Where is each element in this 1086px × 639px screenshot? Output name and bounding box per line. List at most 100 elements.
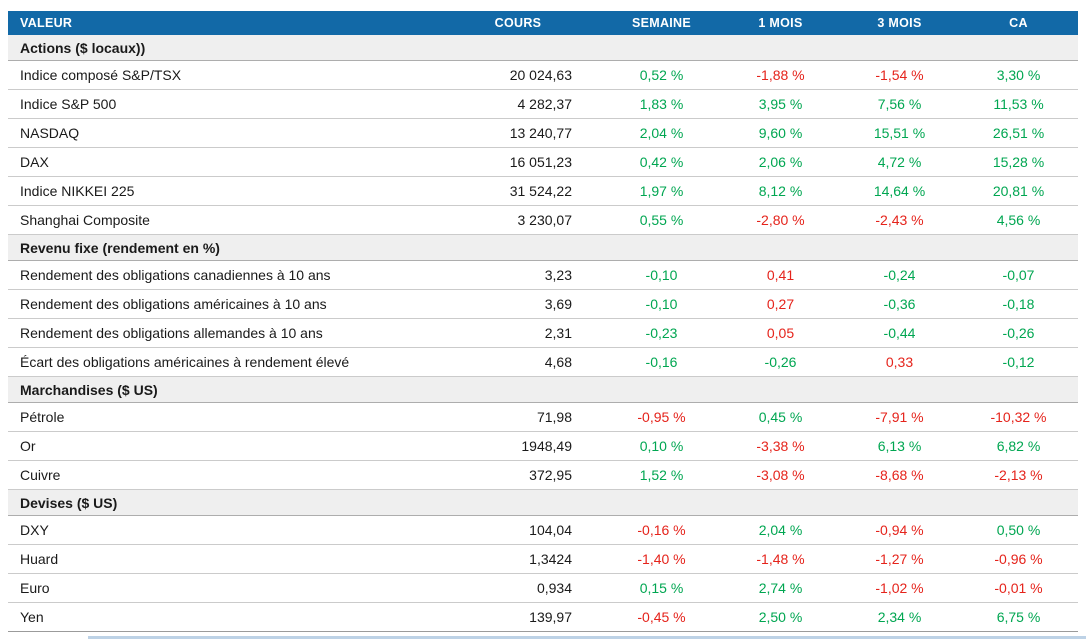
change-value: -0,07 [1002,267,1035,283]
table-row: NASDAQ 13 240,77 2,04 % 9,60 % 15,51 % 26,51 … [8,119,1078,148]
change-value: 3,95 % [758,96,803,112]
section-header-row: Marchandises ($ US) [8,377,1078,403]
change-value: -1,40 % [637,551,686,567]
column-header-3mois: 3 MOIS [877,16,922,30]
section-header-row: Actions ($ locaux)) [8,35,1078,61]
row-label: Euro [20,580,50,596]
row-label: Cuivre [20,467,61,483]
change-value: 0,42 % [639,154,684,170]
change-value: -0,24 [883,267,916,283]
change-value: 1,83 % [639,96,684,112]
change-value: -0,10 [645,296,678,312]
table-row: Indice NIKKEI 225 31 524,22 1,97 % 8,12 % 14… [8,177,1078,206]
change-value: -8,68 % [875,467,924,483]
change-value: 15,28 % [992,154,1045,170]
row-label: Yen [20,609,44,625]
change-value: -0,16 [645,354,678,370]
table-row: Pétrole 71,98 -0,95 % 0,45 % -7,91 % -10,32 % [8,403,1078,432]
change-value: 4,72 % [877,154,922,170]
table-row: Yen 139,97 -0,45 % 2,50 % 2,34 % 6,75 % [8,603,1078,632]
change-value: -0,44 [883,325,916,341]
change-value: -0,12 [1002,354,1035,370]
column-header-valeur: VALEUR [20,16,73,30]
section-header-row: Revenu fixe (rendement en %) [8,235,1078,261]
row-label: DAX [20,154,49,170]
cours-value: 0,934 [536,580,572,596]
change-value: 9,60 % [758,125,803,141]
row-label: Huard [20,551,59,567]
cours-value: 372,95 [529,467,572,483]
change-value: 20,81 % [992,183,1045,199]
change-value: -3,38 % [756,438,805,454]
change-value: 2,50 % [758,609,803,625]
change-value: 2,34 % [877,609,922,625]
change-value: -0,26 [764,354,797,370]
table-row: DXY 104,04 -0,16 % 2,04 % -0,94 % 0,50 % [8,516,1078,545]
column-header-cours: COURS [494,16,542,30]
table-row: Rendement des obligations américaines à … [8,290,1078,319]
row-label: NASDAQ [20,125,80,141]
section-header-row: Devises ($ US) [8,490,1078,516]
table-header-row: VALEUR COURS SEMAINE 1 MOIS 3 MOIS CA [8,11,1078,35]
change-value: 0,33 [885,354,914,370]
cours-value: 2,31 [544,325,572,341]
change-value: 0,41 [766,267,795,283]
change-value: -1,48 % [756,551,805,567]
cours-value: 71,98 [536,409,572,425]
cours-value: 139,97 [529,609,572,625]
change-value: 0,10 % [639,438,684,454]
change-value: 14,64 % [873,183,926,199]
change-value: 0,55 % [639,212,684,228]
change-value: -10,32 % [990,409,1047,425]
change-value: 3,30 % [996,67,1041,83]
change-value: 6,13 % [877,438,922,454]
change-value: 0,50 % [996,522,1041,538]
row-label: Pétrole [20,409,65,425]
section-title: Revenu fixe (rendement en %) [20,239,220,256]
change-value: 26,51 % [992,125,1045,141]
cours-value: 3,69 [544,296,572,312]
change-value: 6,82 % [996,438,1041,454]
cours-value: 1948,49 [521,438,572,454]
change-value: 0,05 [766,325,795,341]
row-label: Écart des obligations américaines à rend… [20,354,350,370]
cours-value: 1,3424 [529,551,572,567]
change-value: 8,12 % [758,183,803,199]
row-label: DXY [20,522,49,538]
change-value: 7,56 % [877,96,922,112]
change-value: -0,36 [883,296,916,312]
table-row: Écart des obligations américaines à rend… [8,348,1078,377]
change-value: -7,91 % [875,409,924,425]
change-value: 6,75 % [996,609,1041,625]
column-header-1mois: 1 MOIS [758,16,803,30]
change-value: -0,95 % [637,409,686,425]
row-label: Rendement des obligations allemandes à 1… [20,325,323,341]
table-row: Or 1948,49 0,10 % -3,38 % 6,13 % 6,82 % [8,432,1078,461]
change-value: -2,13 % [994,467,1043,483]
change-value: -0,18 [1002,296,1035,312]
change-value: -2,80 % [756,212,805,228]
cours-value: 4 282,37 [517,96,573,112]
change-value: -1,27 % [875,551,924,567]
change-value: 0,52 % [639,67,684,83]
change-value: -1,02 % [875,580,924,596]
table-row: Rendement des obligations canadiennes à … [8,261,1078,290]
change-value: 4,56 % [996,212,1041,228]
market-summary-table: VALEUR COURS SEMAINE 1 MOIS 3 MOIS CA Ac… [8,11,1078,632]
cours-value: 3 230,07 [517,212,573,228]
row-label: Indice NIKKEI 225 [20,183,135,199]
cours-value: 3,23 [544,267,572,283]
change-value: 0,15 % [639,580,684,596]
table-row: Shanghai Composite 3 230,07 0,55 % -2,80 % -… [8,206,1078,235]
change-value: -1,88 % [756,67,805,83]
cours-value: 4,68 [544,354,572,370]
table-row: DAX 16 051,23 0,42 % 2,06 % 4,72 % 15,28 % [8,148,1078,177]
change-value: 2,06 % [758,154,803,170]
change-value: 2,74 % [758,580,803,596]
change-value: 15,51 % [873,125,926,141]
change-value: -0,94 % [875,522,924,538]
row-label: Indice S&P 500 [20,96,117,112]
change-value: -0,45 % [637,609,686,625]
table-row: Indice composé S&P/TSX 20 024,63 0,52 % -1,… [8,61,1078,90]
change-value: 2,04 % [639,125,684,141]
